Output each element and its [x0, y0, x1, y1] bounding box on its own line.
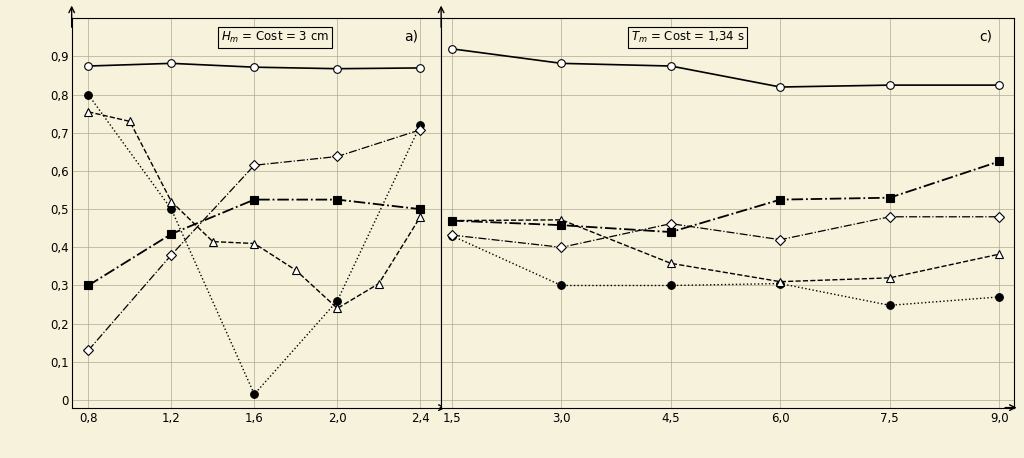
Text: $H_m$ = Cost = 3 cm: $H_m$ = Cost = 3 cm [221, 30, 329, 45]
Text: $T_m$ = Cost = 1,34 s: $T_m$ = Cost = 1,34 s [631, 30, 744, 45]
Text: c): c) [979, 30, 992, 44]
Text: a): a) [404, 30, 418, 44]
